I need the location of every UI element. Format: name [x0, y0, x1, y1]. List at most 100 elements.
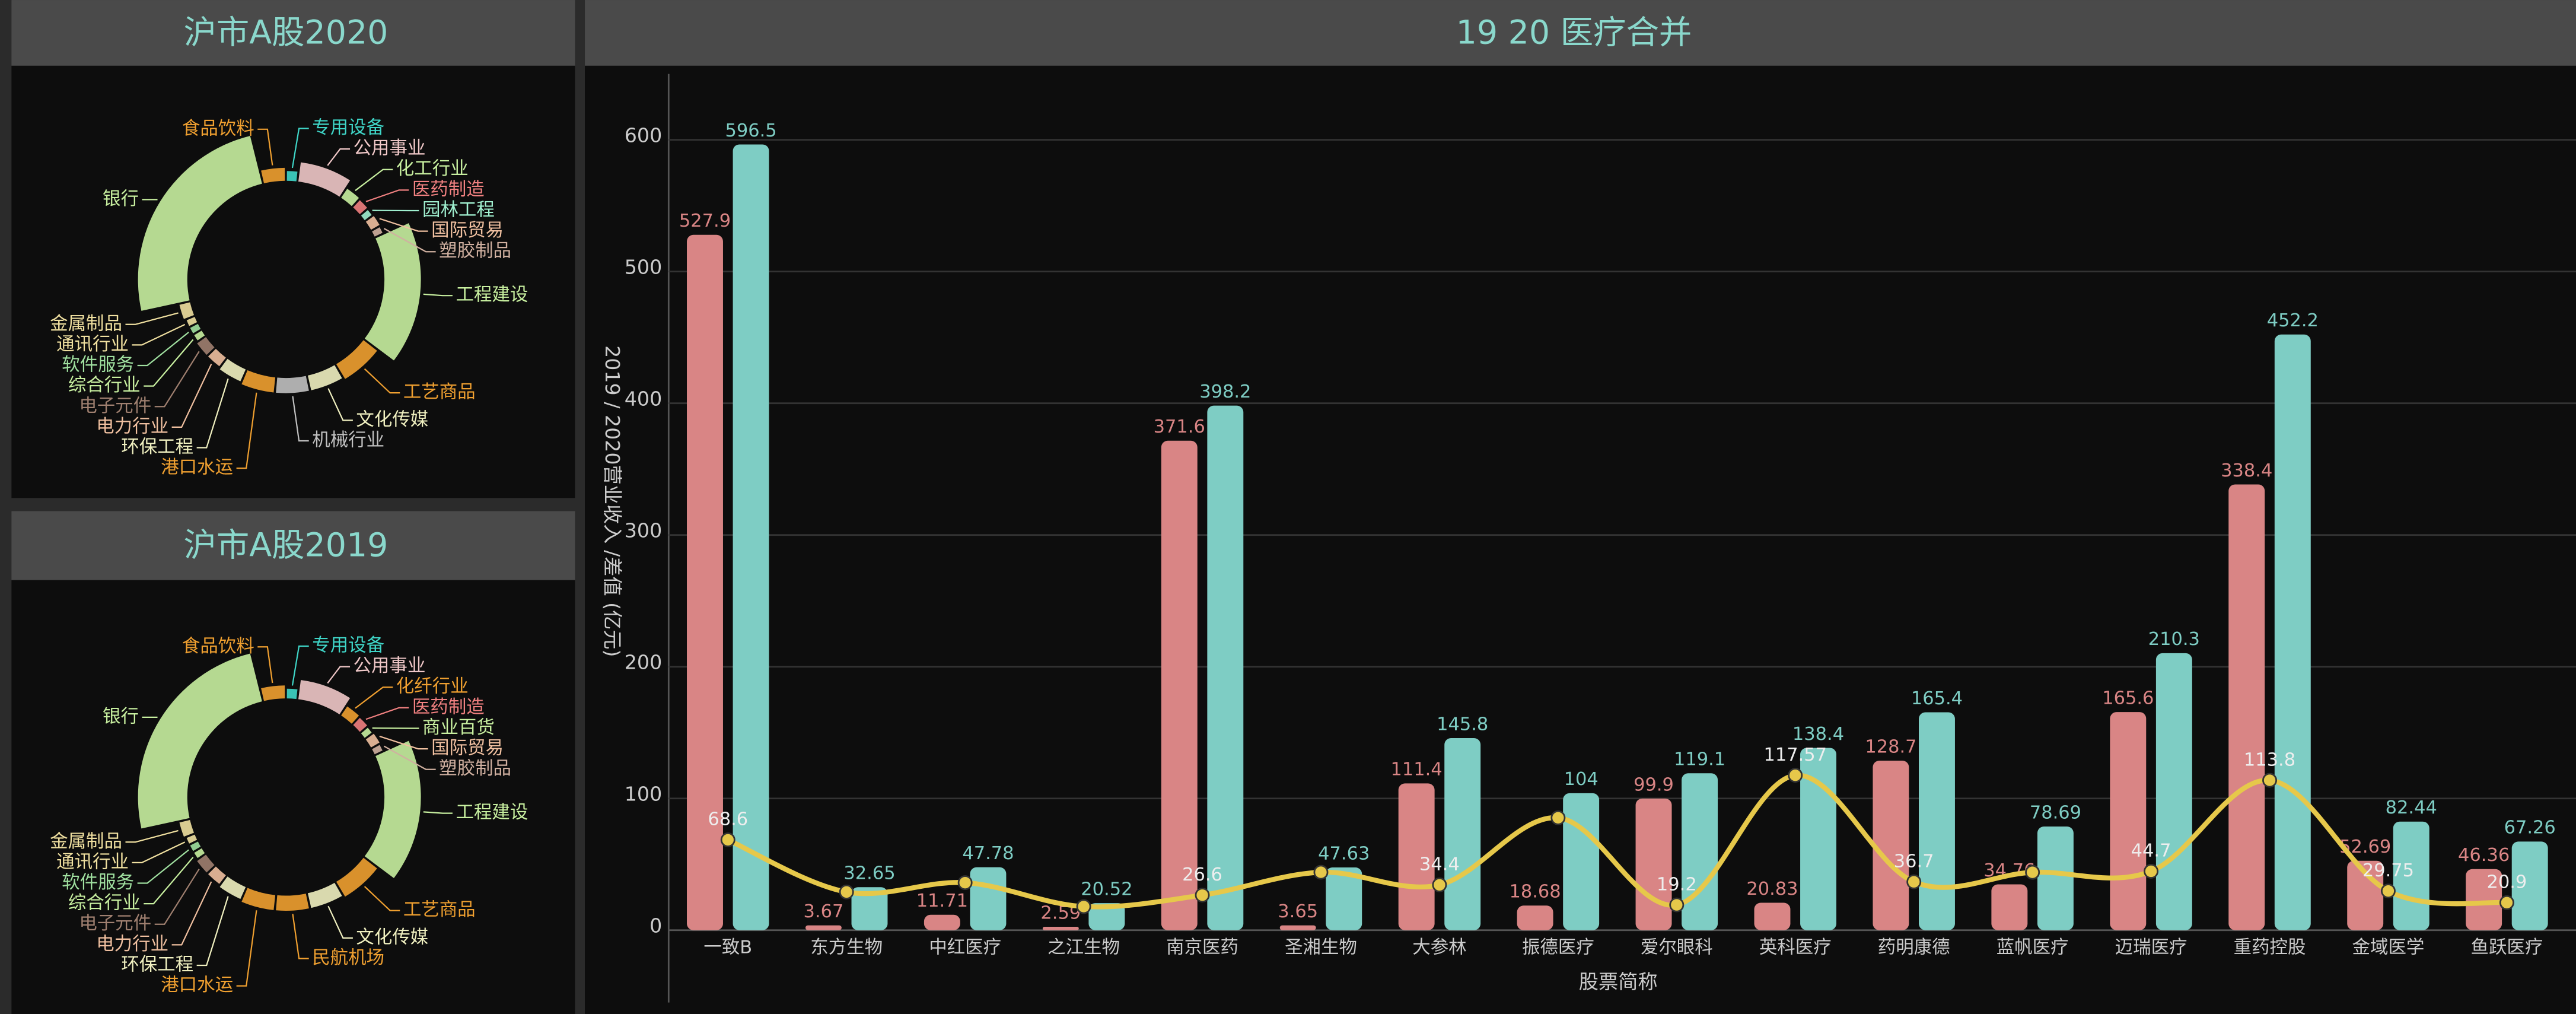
- leader-line: [327, 388, 353, 421]
- donut-label: 工程建设: [456, 285, 528, 306]
- bar: [1873, 760, 1909, 930]
- bar-value-label: 165.6: [2102, 688, 2154, 708]
- line-point: [1195, 888, 1210, 903]
- donut-label: 软件服务: [62, 872, 134, 893]
- bar-value-label: 99.9: [1634, 774, 1674, 795]
- leader-line: [383, 228, 436, 253]
- x-tick-label: 药明康德: [1878, 937, 1950, 958]
- donut-segment: [197, 854, 215, 873]
- line-value-label: 19.2: [1657, 874, 1697, 895]
- donut-segment: [286, 171, 298, 182]
- leader-line: [154, 351, 200, 408]
- donut-label: 软件服务: [62, 355, 134, 376]
- donut-segment: [276, 894, 309, 911]
- leader-line: [154, 869, 200, 925]
- donut-segment: [219, 358, 246, 382]
- bar: [1088, 903, 1125, 930]
- bar: [2511, 841, 2548, 930]
- leader-line: [125, 829, 179, 843]
- bar-value-label: 82.44: [2386, 797, 2437, 818]
- bar-value-label: 11.71: [916, 891, 968, 911]
- donut-segment: [194, 330, 205, 341]
- donut-label: 金属制品: [50, 831, 122, 852]
- line-value-label: 117.57: [1763, 745, 1827, 765]
- bar: [970, 867, 1007, 930]
- bar-value-label: 46.36: [2458, 845, 2510, 866]
- donut-label: 公用事业: [354, 656, 426, 676]
- bar: [1161, 440, 1198, 930]
- bar-value-label: 338.4: [2221, 460, 2272, 481]
- donut-segment: [208, 866, 226, 884]
- bar-value-label: 145.8: [1437, 714, 1488, 735]
- x-tick-label: 蓝帆医疗: [1997, 937, 2069, 958]
- bar-value-label: 20.52: [1081, 879, 1132, 900]
- donut-label: 金属制品: [50, 313, 122, 334]
- bar-value-label: 20.83: [1746, 879, 1798, 899]
- bar-value-label: 47.63: [1318, 843, 1370, 864]
- donut-segment: [219, 876, 246, 899]
- leader-line: [144, 339, 194, 387]
- bar-value-label: 47.78: [962, 843, 1014, 864]
- x-tick-label: 鱼跃医疗: [2470, 937, 2543, 958]
- leader-line: [292, 396, 309, 442]
- leader-line: [196, 378, 229, 449]
- leader-line: [355, 169, 393, 192]
- leader-line: [257, 128, 273, 166]
- leader-line: [379, 735, 428, 750]
- bar: [2110, 712, 2147, 930]
- bar: [1563, 793, 1600, 930]
- donut-segment: [190, 323, 201, 333]
- line-point: [2499, 895, 2514, 910]
- bar: [924, 914, 960, 930]
- line: [727, 773, 2507, 910]
- donut-segment: [341, 189, 359, 206]
- donut-segment: [364, 740, 421, 879]
- donut-label: 文化传媒: [356, 927, 428, 948]
- leader-line: [364, 368, 400, 394]
- line-point: [1669, 897, 1685, 913]
- leader-line: [423, 811, 453, 814]
- donut-segment: [361, 210, 372, 221]
- line-value-label: 68.6: [708, 809, 748, 830]
- donut-label: 电子元件: [79, 913, 151, 934]
- bar: [1042, 926, 1079, 930]
- donut-segment: [353, 717, 368, 732]
- line-point: [1313, 864, 1329, 880]
- donut-label: 环保工程: [121, 437, 193, 457]
- donut-label: 化工行业: [396, 158, 469, 179]
- leader-line: [132, 323, 186, 346]
- donut-label: 文化传媒: [356, 409, 428, 430]
- donut-segment: [276, 376, 309, 393]
- leader-line: [236, 392, 257, 469]
- donut-segment: [353, 200, 368, 215]
- donut-label: 塑胶制品: [439, 758, 511, 779]
- bar: [1279, 925, 1316, 930]
- leader-line: [144, 857, 194, 905]
- bar: [1207, 405, 1244, 930]
- donut-segment: [179, 302, 195, 319]
- bar: [1919, 712, 1955, 930]
- donut-label: 环保工程: [121, 954, 193, 975]
- bar: [2466, 869, 2502, 930]
- donut-segment: [241, 888, 276, 910]
- x-tick-label: 中红医疗: [929, 937, 1001, 958]
- y-tick-label: 500: [625, 256, 662, 279]
- bar: [1682, 773, 1718, 930]
- bar-value-label: 67.26: [2504, 818, 2556, 838]
- bar-value-label: 111.4: [1391, 759, 1443, 780]
- donut-segment: [138, 136, 262, 311]
- line-value-label: 113.8: [2244, 749, 2295, 770]
- leader-line: [365, 707, 409, 720]
- leader-line: [364, 886, 400, 911]
- donut-segment: [186, 834, 198, 844]
- bar: [1326, 867, 1362, 930]
- line-value-label: 29.75: [2362, 860, 2414, 881]
- leader-line: [327, 905, 353, 939]
- donut-label: 公用事业: [354, 138, 426, 159]
- bar-value-label: 119.1: [1674, 749, 1725, 770]
- bar-value-label: 452.2: [2267, 310, 2319, 331]
- line-value-label: 36.7: [1894, 851, 1934, 872]
- leader-line: [423, 293, 453, 297]
